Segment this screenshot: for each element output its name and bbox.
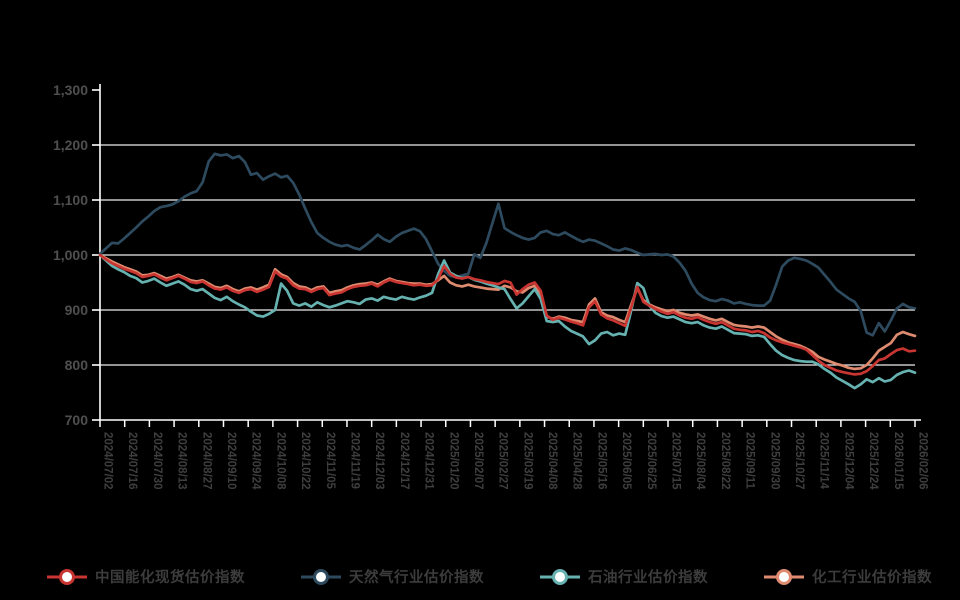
x-axis-label: 2025/04/28 (571, 432, 583, 490)
y-axis-label: 1,100 (52, 192, 88, 208)
legend-label: 化工行业估价指数 (812, 570, 932, 586)
x-axis-label: 2024/10/08 (274, 432, 286, 490)
line-series-0 (98, 253, 917, 376)
x-axis-label: 2025/05/16 (595, 432, 607, 490)
x-axis-label: 2025/09/11 (744, 432, 756, 490)
x-axis-label: 2025/11/14 (818, 432, 830, 490)
x-axis-label: 2026/02/06 (917, 432, 929, 490)
x-axis-label: 2026/01/15 (892, 432, 904, 490)
legend-label: 天然气行业估价指数 (349, 570, 484, 586)
x-axis-label: 2024/07/30 (151, 432, 163, 490)
x-axis-label: 2024/07/02 (102, 432, 114, 490)
x-axis-label: 2024/09/10 (225, 432, 237, 490)
y-axis-label: 900 (64, 302, 88, 318)
x-axis-label: 2024/12/03 (373, 432, 385, 490)
x-axis-label: 2025/02/27 (497, 432, 509, 490)
y-axis-label: 1,200 (52, 137, 88, 153)
y-axis-label: 1,300 (52, 82, 88, 98)
x-axis-label: 2025/08/22 (719, 432, 731, 490)
x-axis-label: 2024/08/13 (176, 432, 188, 490)
legend-line-circle-icon (301, 568, 341, 585)
x-axis-label: 2025/07/15 (670, 432, 682, 490)
legend-item-natural-gas-industry-index[interactable]: 天然气行业估价指数 (300, 566, 484, 587)
line-series-3 (98, 253, 917, 371)
legend-label: 石油行业估价指数 (588, 570, 708, 586)
x-axis-label: 2025/01/20 (447, 432, 459, 490)
y-axis-label: 700 (64, 412, 88, 428)
legend-line-circle-icon (764, 568, 804, 585)
legend-item-petroleum-industry-index[interactable]: 石油行业估价指数 (539, 566, 708, 587)
x-axis-label: 2024/08/27 (200, 432, 212, 490)
x-axis-label: 2025/04/08 (546, 432, 558, 490)
line-series-2 (98, 253, 917, 390)
x-axis-label: 2025/12/24 (867, 432, 879, 490)
line-series-1 (98, 152, 917, 337)
x-axis-label: 2024/07/16 (126, 432, 138, 490)
legend: 中国能化现货估价指数 天然气行业估价指数 石油行业估价指数 化工行业估价指数 (46, 566, 932, 587)
legend-line-circle-icon (540, 568, 580, 585)
x-axis-label: 2025/10/27 (793, 432, 805, 490)
x-axis-label: 2024/12/17 (398, 432, 410, 490)
y-axis-label: 1,000 (52, 247, 88, 263)
y-axis-label: 800 (64, 357, 88, 373)
x-axis-label: 2025/06/25 (645, 432, 657, 490)
x-axis-label: 2024/11/05 (324, 432, 336, 490)
x-axis-label: 2025/12/04 (842, 432, 854, 490)
x-axis-label: 2024/12/31 (423, 432, 435, 490)
x-axis-label: 2024/11/19 (348, 432, 360, 489)
x-axis-label: 2025/09/30 (768, 432, 780, 490)
x-axis-label: 2025/06/05 (620, 432, 632, 490)
legend-item-china-energy-chem-spot-index[interactable]: 中国能化现货估价指数 (46, 566, 245, 587)
x-axis-label: 2024/09/24 (250, 432, 262, 490)
x-axis-label: 2025/03/19 (521, 432, 533, 490)
x-axis-label: 2025/08/04 (694, 432, 706, 490)
legend-line-circle-icon (47, 568, 87, 585)
legend-label: 中国能化现货估价指数 (95, 570, 245, 586)
legend-item-chemical-industry-index[interactable]: 化工行业估价指数 (763, 566, 932, 587)
x-axis-label: 2025/02/07 (472, 432, 484, 490)
x-axis-label: 2024/10/22 (299, 432, 311, 490)
